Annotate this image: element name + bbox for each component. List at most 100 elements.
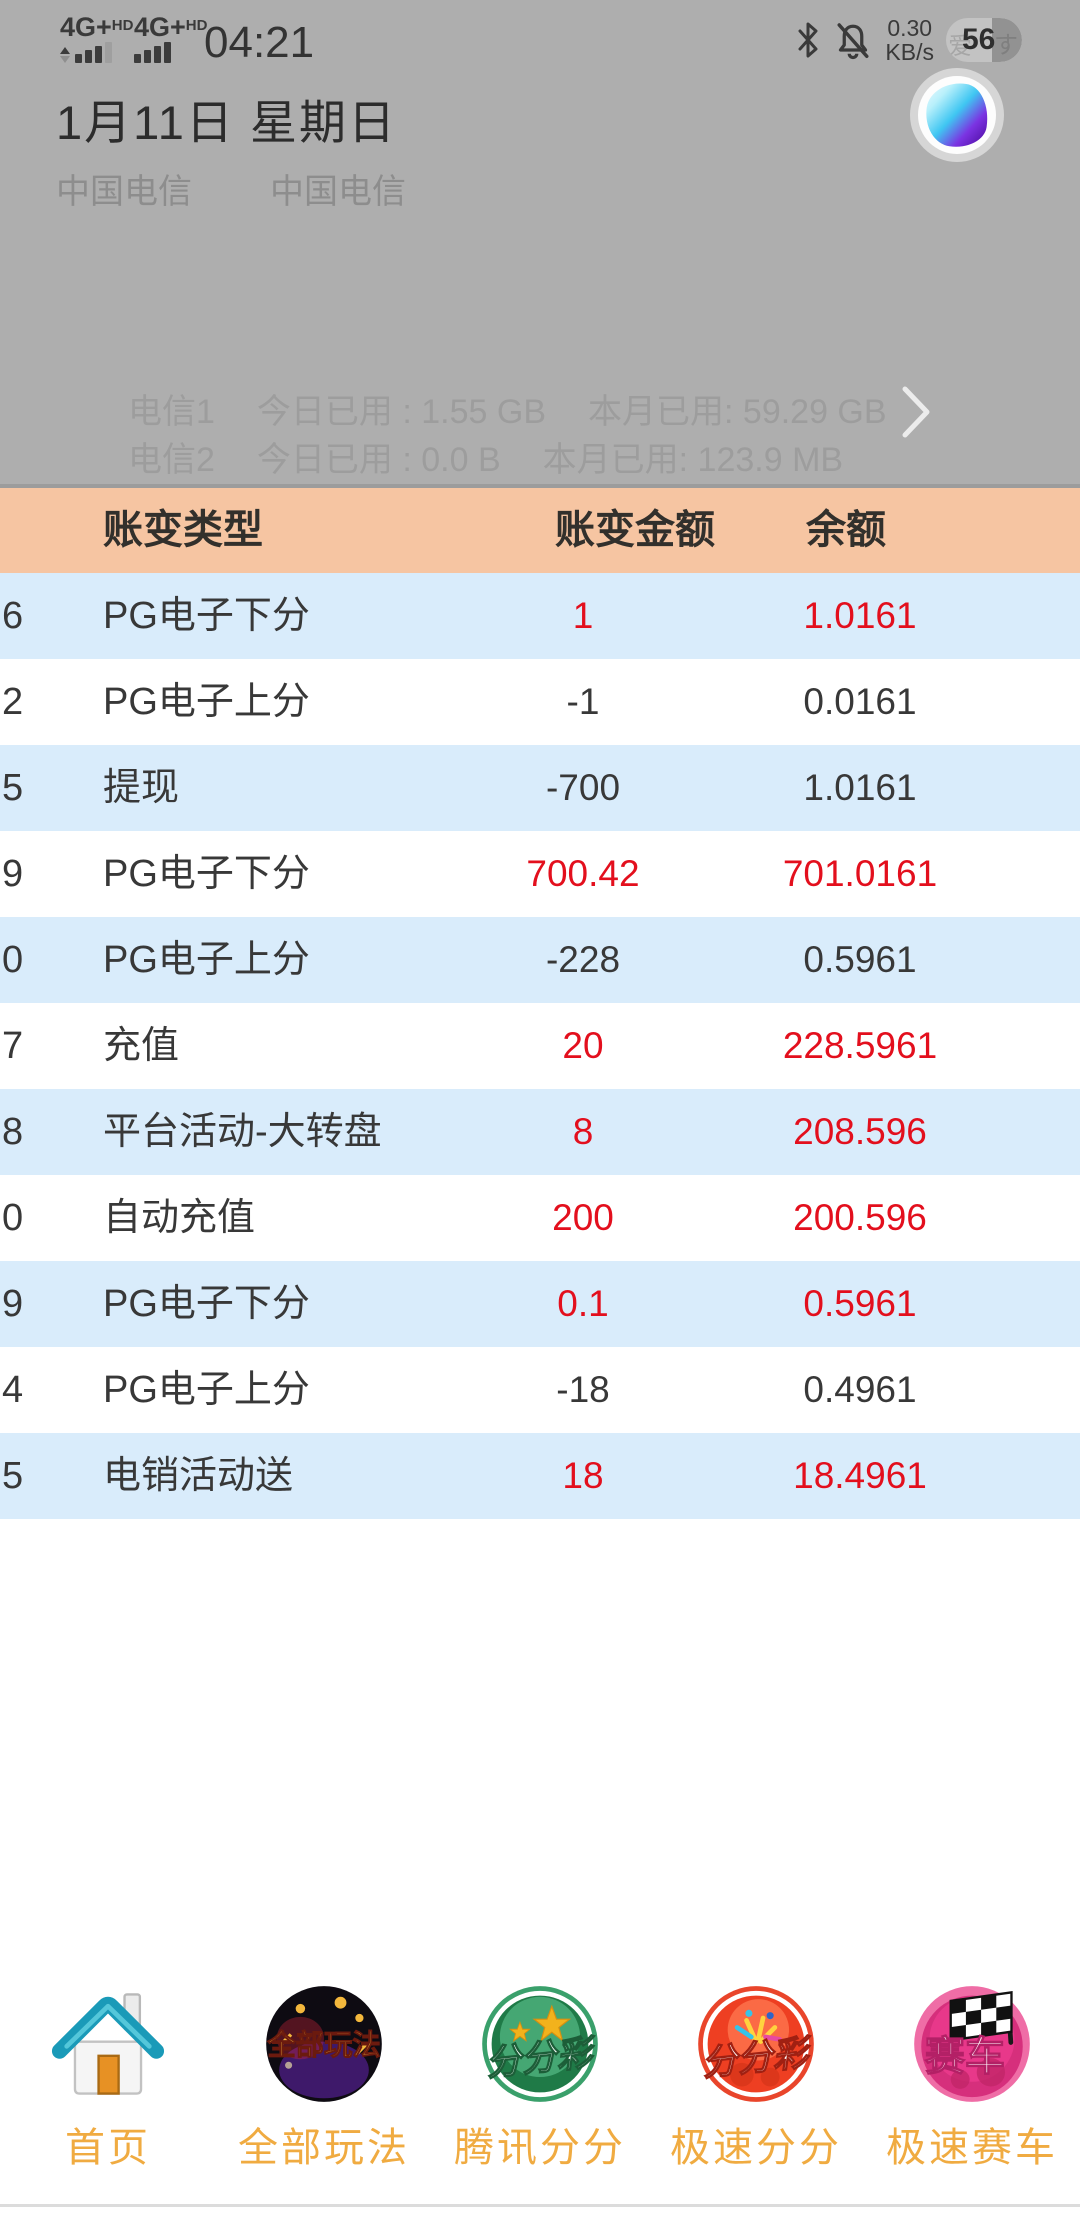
row-type: 自动充值 bbox=[103, 1197, 256, 1239]
network-hd-label: HD bbox=[111, 17, 134, 34]
row-type: PG电子上分 bbox=[103, 681, 310, 723]
avatar[interactable] bbox=[910, 68, 1004, 162]
green-lottery-icon: 分分彩 bbox=[482, 1986, 599, 2102]
data-activity-icon bbox=[60, 41, 70, 63]
row-id-digit: 9 bbox=[2, 1283, 24, 1325]
row-balance: 1.0161 bbox=[803, 595, 917, 636]
all-games-icon: 全部玩法 bbox=[266, 1986, 382, 2102]
carrier-sim1-label: 中国电信 bbox=[56, 173, 192, 211]
table-row[interactable]: 0 PG电子上分 -228 0.5961 bbox=[0, 917, 1080, 1003]
table-row[interactable]: 5 电销活动送 18 18.4961 bbox=[0, 1433, 1080, 1519]
table-row[interactable]: 4 PG电子上分 -18 0.4961 bbox=[0, 1347, 1080, 1433]
browser-logo-icon bbox=[918, 76, 996, 154]
nav-label-speed-ffc: 极速分分 bbox=[670, 2126, 842, 2170]
bottom-divider bbox=[0, 2204, 1080, 2207]
row-type: PG电子上分 bbox=[103, 939, 310, 981]
row-type: 平台活动-大转盘 bbox=[103, 1111, 382, 1153]
row-amount: 18 bbox=[562, 1455, 604, 1496]
nav-item-tencent-ffc[interactable]: 分分彩 腾讯分分 bbox=[432, 1985, 648, 2173]
date-label: 1月11日 星期日 bbox=[56, 96, 397, 149]
bottom-nav: 首页 全部玩法 全部玩法 分分彩 腾讯分分 bbox=[0, 1985, 1080, 2173]
row-amount: 1 bbox=[572, 595, 594, 636]
usage-line-sim2: 电信2 今日已用 : 0.0 B 本月已用: 123.9 MB bbox=[128, 432, 843, 481]
row-id-digit: 2 bbox=[2, 681, 24, 723]
table-row[interactable]: 6 PG电子下分 1 1.0161 bbox=[0, 573, 1080, 659]
usage-sim-label: 电信1 bbox=[128, 393, 215, 431]
transaction-table: 6 PG电子下分 1 1.0161 2 PG电子上分 -1 0.0161 5 提… bbox=[0, 573, 1080, 1519]
network-tech-label: 4G+ bbox=[134, 12, 186, 42]
row-type: PG电子上分 bbox=[103, 1369, 310, 1411]
row-amount: 20 bbox=[562, 1025, 604, 1066]
status-bar: 4G+HD 4G+HD 04:21 0.30 KB/s 爱 56 す bbox=[0, 10, 1080, 68]
nav-item-speed-ffc[interactable]: 分分彩 极速分分 bbox=[648, 1985, 864, 2173]
row-id-digit: 0 bbox=[2, 939, 24, 981]
row-amount: -18 bbox=[556, 1369, 610, 1410]
row-type: PG电子下分 bbox=[103, 1283, 310, 1325]
table-row[interactable]: 0 自动充值 200 200.596 bbox=[0, 1175, 1080, 1261]
racing-icon: 赛车 bbox=[914, 1986, 1030, 2102]
column-balance-header: 余额 bbox=[806, 508, 886, 552]
row-id-digit: 5 bbox=[2, 767, 24, 809]
nav-item-speed-racing[interactable]: 赛车 极速赛车 bbox=[864, 1985, 1080, 2173]
column-amount-header: 账变金额 bbox=[555, 508, 715, 552]
nav-label-tencent-ffc: 腾讯分分 bbox=[454, 2126, 626, 2170]
usage-month-value: 本月已用: 59.29 GB bbox=[588, 393, 887, 431]
status-time: 04:21 bbox=[204, 18, 315, 67]
carrier-labels: 中国电信 中国电信 bbox=[56, 164, 406, 213]
row-type: 充值 bbox=[103, 1025, 180, 1067]
row-amount: -1 bbox=[566, 681, 600, 722]
carrier-sim2-label: 中国电信 bbox=[270, 173, 406, 211]
usage-sim-label: 电信2 bbox=[128, 441, 215, 479]
row-id-digit: 7 bbox=[2, 1025, 24, 1067]
battery-indicator: 爱 56 す bbox=[946, 18, 1022, 62]
table-row[interactable]: 9 PG电子下分 0.1 0.5961 bbox=[0, 1261, 1080, 1347]
table-row[interactable]: 5 提现 -700 1.0161 bbox=[0, 745, 1080, 831]
home-icon bbox=[51, 1993, 165, 2095]
row-balance: 0.0161 bbox=[803, 681, 917, 722]
nav-item-home[interactable]: 首页 bbox=[0, 1985, 216, 2173]
divider bbox=[0, 484, 1080, 488]
chevron-right-icon[interactable] bbox=[900, 384, 934, 440]
network-hd-label: HD bbox=[185, 17, 208, 34]
nav-label-all-games: 全部玩法 bbox=[238, 2126, 410, 2170]
usage-month-value: 本月已用: 123.9 MB bbox=[542, 441, 844, 479]
row-balance: 0.5961 bbox=[803, 939, 917, 980]
red-lottery-icon: 分分彩 bbox=[698, 1986, 815, 2102]
racing-icon-text: 赛车 bbox=[925, 2034, 1005, 2079]
table-row[interactable]: 9 PG电子下分 700.42 701.0161 bbox=[0, 831, 1080, 917]
row-balance: 1.0161 bbox=[803, 767, 917, 808]
battery-percent: 56 bbox=[962, 23, 996, 56]
row-id-digit: 8 bbox=[2, 1111, 24, 1153]
nav-item-all-games[interactable]: 全部玩法 全部玩法 bbox=[216, 1985, 432, 2173]
row-id-digit: 0 bbox=[2, 1197, 24, 1239]
usage-line-sim1: 电信1 今日已用 : 1.55 GB 本月已用: 59.29 GB bbox=[128, 384, 887, 433]
row-type: 提现 bbox=[103, 767, 180, 809]
all-games-icon-text: 全部玩法 bbox=[266, 2029, 380, 2062]
row-amount: 200 bbox=[552, 1197, 614, 1238]
table-row[interactable]: 8 平台活动-大转盘 8 208.596 bbox=[0, 1089, 1080, 1175]
battery-watermark: 爱 bbox=[948, 33, 972, 60]
table-header: 账变类型 账变金额 余额 bbox=[0, 488, 1080, 573]
network-tech-label: 4G+ bbox=[60, 12, 112, 42]
row-balance: 18.4961 bbox=[793, 1455, 927, 1496]
row-balance: 701.0161 bbox=[782, 853, 938, 894]
row-amount: 0.1 bbox=[557, 1283, 609, 1324]
row-type: 电销活动送 bbox=[103, 1455, 294, 1497]
row-balance: 200.596 bbox=[793, 1197, 927, 1238]
nav-label-speed-racing: 极速赛车 bbox=[886, 2126, 1058, 2170]
row-type: PG电子下分 bbox=[103, 595, 310, 637]
network-speed-value: 0.30 bbox=[887, 15, 933, 41]
table-row[interactable]: 7 充值 20 228.5961 bbox=[0, 1003, 1080, 1089]
row-balance: 0.5961 bbox=[803, 1283, 917, 1324]
battery-watermark: す bbox=[994, 32, 1018, 59]
nav-label-home: 首页 bbox=[65, 2126, 151, 2170]
table-row[interactable]: 2 PG电子上分 -1 0.0161 bbox=[0, 659, 1080, 745]
row-amount: 8 bbox=[572, 1111, 594, 1152]
usage-today-value: 今日已用 : 0.0 B bbox=[256, 441, 501, 479]
data-usage-widget[interactable]: 电信1 今日已用 : 1.55 GB 本月已用: 59.29 GB 电信2 今日… bbox=[0, 378, 1080, 484]
row-id-digit: 5 bbox=[2, 1455, 24, 1497]
row-id-digit: 4 bbox=[2, 1369, 24, 1411]
notifications-muted-icon bbox=[837, 23, 869, 60]
row-amount: -700 bbox=[545, 767, 621, 808]
row-balance: 228.5961 bbox=[782, 1025, 938, 1066]
